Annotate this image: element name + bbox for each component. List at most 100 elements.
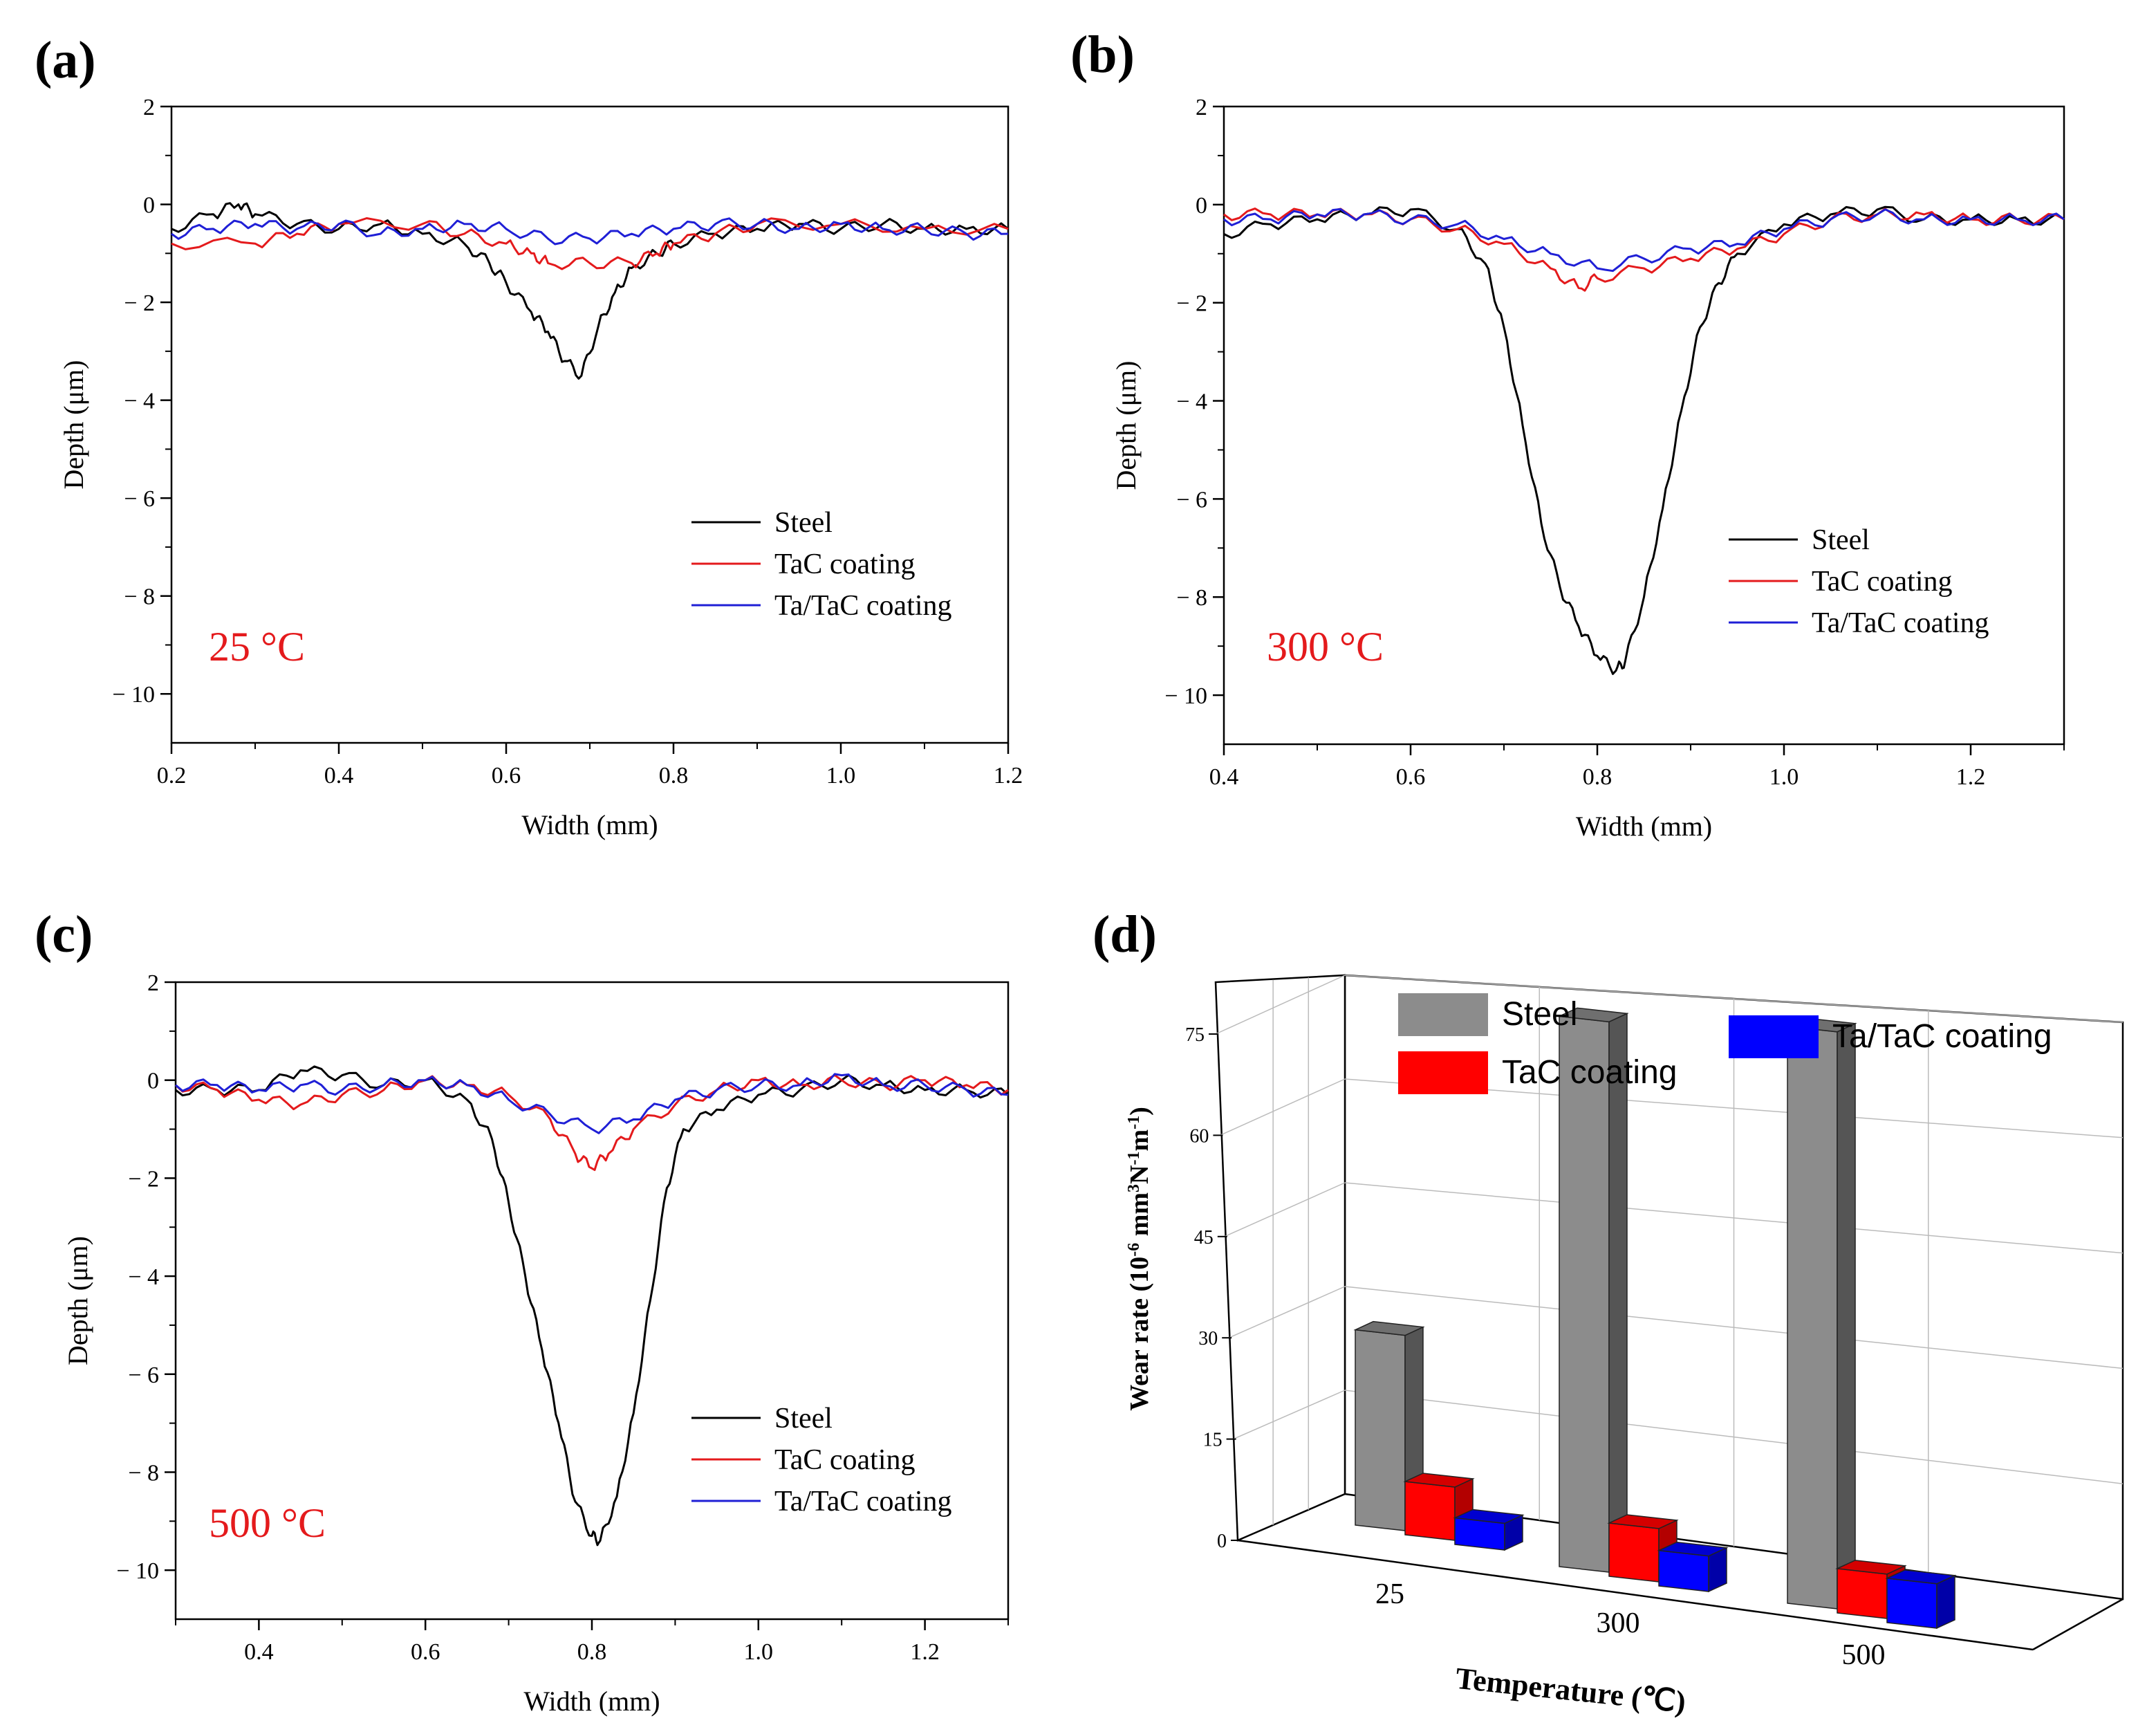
y-tick-label: − 2 [1176,291,1207,317]
y-axis-title-part: ) [1125,1107,1154,1116]
y-tick-label: 60 [1189,1125,1209,1147]
bar-tac-coating-25 [1403,1473,1475,1542]
y-axis-title: Wear rate (10-6 mm3N-1m-1) [1125,1107,1154,1411]
legend-label: TaC coating [1812,566,1953,598]
bar-top-face [1403,1473,1475,1488]
y-axis-title-part: -6 [1125,1243,1143,1257]
bar-top-face [1353,1320,1425,1336]
legend-label: TaC coating [774,548,916,580]
y-axis-title-part: 3 [1125,1184,1143,1192]
bar-top-face [1557,1007,1629,1023]
x-category-label: 25 [1375,1578,1404,1610]
x-axis-title: Temperature (℃) [1454,1661,1687,1719]
grid-line [1220,1078,1346,1136]
legend-label: TaC coating [774,1444,916,1476]
series-line-ta-tac-coating [1223,207,2065,273]
x-tick-label: 0.8 [1583,764,1613,790]
legend-label: Steel [774,507,833,539]
x-tick-label: 0.4 [1209,764,1239,790]
legend-label: Ta/TaC coating [1812,607,1989,639]
x-tick-label: 1.2 [994,763,1023,788]
y-tick-label: − 6 [1176,487,1207,513]
plot-frame [1223,105,2065,746]
series-line-ta-tac-coating [171,217,1009,246]
y-tick-label: − 8 [124,584,155,610]
x-tick-label: 0.4 [244,1639,274,1665]
y-axis-title-part: -1 [1125,1116,1143,1129]
series-line-tac-coating [1223,207,2065,292]
y-axis-title-part: Wear rate (10 [1125,1257,1154,1411]
x-tick-label: 0.6 [1396,764,1426,790]
bar-side-face [1837,1022,1856,1610]
x-tick-label: 0.4 [324,763,354,788]
y-tick-label: − 4 [128,1264,159,1290]
x-category-label: 300 [1597,1607,1640,1639]
x-tick-label: 1.2 [910,1639,940,1665]
y-tick-label: 30 [1198,1328,1218,1349]
bar-front-face [1886,1577,1937,1629]
bar-ta-tac-coating-500 [1885,1569,1957,1630]
y-tick-label: 45 [1194,1227,1214,1248]
depth-profile-chart-300c: 2 0 − 2 − 4 − 6 − 8 − 10 0.4 0.6 0.8 1.0 1.2 Width (… [1110,95,2065,842]
temperature-annotation: 300 °C [1267,624,1384,670]
grid-line [1228,1286,1346,1338]
bar-steel-300 [1557,1007,1629,1574]
x-tick-label: 0.6 [492,763,521,788]
legend-swatch [1729,1015,1819,1058]
y-tick-label: 0 [143,193,155,219]
depth-profile-chart-25c: 2 0 − 2 − 4 − 6 − 8 − 10 0.2 0.4 0.6 0.8 1.0 1.2 Widt… [58,95,1023,840]
bar-steel-500 [1785,1017,1857,1610]
y-tick-label: − 6 [128,1363,159,1388]
y-axis-title-part: N [1125,1165,1154,1184]
bar-top-face [1657,1541,1729,1557]
y-axis-title-part: m [1125,1129,1154,1152]
y-tick-label: − 8 [1176,585,1207,611]
series-line-ta-tac-coating [175,1073,1009,1134]
bar-ta-tac-coating-300 [1657,1541,1729,1593]
grid-line [1233,1390,1346,1440]
x-axis-title: Width (mm) [1576,811,1712,842]
bar-ta-tac-coating-25 [1453,1509,1525,1551]
grid-line [1224,1182,1346,1237]
y-tick-label: 2 [143,95,155,120]
y-axis-title: Depth (μm) [58,360,89,490]
x-category-label: 500 [1842,1639,1886,1671]
series-line-steel [171,202,1009,380]
bar-front-face [1404,1481,1456,1541]
bar-front-face [1355,1329,1406,1531]
grid-line [1215,975,1346,1035]
bar-front-face [1787,1025,1838,1610]
bar-front-face [1559,1015,1610,1573]
floor-front-edge [1237,1539,2034,1651]
panel-label-b: (b) [1070,26,1135,84]
bar-side-face [1608,1013,1628,1574]
y-tick-label: − 10 [1164,683,1207,709]
y-tick-label: − 2 [128,1166,159,1192]
y-tick-label: 15 [1203,1430,1223,1451]
depth-profile-chart-500c: 2 0 − 2 − 4 − 6 − 8 − 10 0.4 0.6 0.8 1.0 1.2 Width (… [62,970,1010,1717]
bar-front-face [1837,1567,1888,1619]
x-tick-label: 1.0 [1769,764,1799,790]
x-tick-label: 0.2 [157,763,187,788]
bar-front-face [1658,1549,1709,1592]
series-line-tac-coating [174,1073,1009,1171]
bar-top-face [1835,1560,1907,1575]
y-tick-label: 2 [147,970,159,996]
bar-top-face [1453,1509,1525,1524]
bar-top-face [1885,1569,1957,1585]
y-tick-label: 0 [1196,193,1207,219]
panel-label-d: (d) [1093,905,1157,963]
y-tick-label: − 10 [116,1558,159,1584]
legend-label: Steel [1812,524,1870,556]
legend-swatch [1398,993,1488,1036]
legend-label: Ta/TaC coating [1832,1018,2052,1055]
y-axis-title: Depth (μm) [1110,361,1142,490]
x-tick-label: 0.6 [411,1639,440,1665]
x-tick-label: 1.0 [744,1639,774,1665]
x-axis-title: Width (mm) [523,1686,660,1717]
y-tick-label: − 8 [128,1460,159,1486]
series-line-steel [1223,205,2065,675]
bar-top-face [1607,1514,1679,1529]
y-tick-label: − 10 [112,682,155,708]
y-tick-label: 0 [147,1069,159,1094]
